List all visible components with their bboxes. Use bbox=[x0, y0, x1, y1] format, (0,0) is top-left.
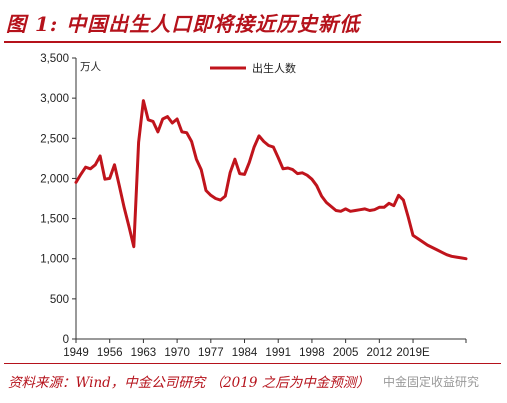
y-tick-label: 2,000 bbox=[40, 173, 69, 185]
y-tick-label: 3,000 bbox=[40, 93, 69, 105]
y-axis-unit-label: 万人 bbox=[80, 61, 101, 73]
x-tick-label: 1977 bbox=[198, 347, 224, 359]
y-tick-label: 1,000 bbox=[40, 254, 69, 266]
x-tick-label: 1949 bbox=[63, 347, 89, 359]
x-tick-label: 1991 bbox=[265, 347, 291, 359]
x-tick-label: 1984 bbox=[232, 347, 258, 359]
series-line-births bbox=[74, 99, 468, 261]
y-tick-label: 0 bbox=[63, 334, 69, 346]
x-tick-label: 2019E bbox=[396, 347, 430, 359]
chart-plot-area bbox=[74, 99, 468, 261]
x-tick-label: 2005 bbox=[333, 347, 359, 359]
title-divider bbox=[4, 41, 501, 43]
y-tick-label: 1,500 bbox=[40, 214, 69, 226]
x-tick-label: 1970 bbox=[164, 347, 190, 359]
legend-label-births: 出生人数 bbox=[252, 61, 296, 75]
x-tick-label: 1956 bbox=[97, 347, 123, 359]
watermark-text: 中金固定收益研究 bbox=[383, 375, 480, 389]
x-tick-label: 1998 bbox=[299, 347, 325, 359]
source-divider bbox=[4, 363, 501, 364]
y-tick-label: 3,500 bbox=[40, 53, 69, 65]
x-tick-label: 1963 bbox=[131, 347, 157, 359]
y-tick-label: 2,500 bbox=[40, 133, 69, 145]
x-tick-label: 2012 bbox=[367, 347, 393, 359]
chart-axes: 0 500 1,000 1,500 2,000 2,500 3,000 3,500 1949 19… bbox=[40, 53, 467, 359]
figure-source-note: 资料来源：Wind，中金公司研究 （2019 之后为中金预测） bbox=[8, 375, 370, 391]
y-tick-label: 500 bbox=[50, 294, 69, 306]
chart-legend: 出生人数 bbox=[210, 61, 296, 75]
figure-title: 图 1: 中国出生人口即将接近历史新低 bbox=[6, 12, 361, 36]
